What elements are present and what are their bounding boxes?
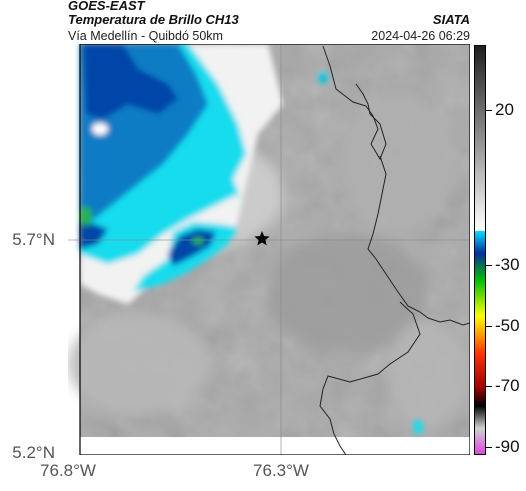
region-label: Vía Medellín - Quibdó 50km xyxy=(68,29,223,43)
colorbar-label-minus30: -30 xyxy=(495,255,520,274)
colorbar-tick xyxy=(486,447,492,448)
map-frame xyxy=(79,44,470,455)
product-title: Temperatura de Brillo CH13 xyxy=(68,12,239,27)
colorbar-tick xyxy=(486,326,492,327)
colorbar-label-minus50: -50 xyxy=(495,316,520,335)
lon-label-76.3: 76.3°W xyxy=(253,461,309,480)
star-icon xyxy=(254,231,270,246)
satellite-name: GOES-EAST xyxy=(68,0,145,13)
coastline xyxy=(319,45,470,455)
graticule xyxy=(68,44,470,455)
colorbar xyxy=(474,45,486,455)
no-data-strip-bottom xyxy=(68,437,470,455)
no-data-strip xyxy=(68,44,80,455)
timestamp-label: 2024-04-26 06:29 xyxy=(371,29,470,43)
colorbar-label-minus70: -70 xyxy=(495,376,520,395)
lat-label-5.2: 5.2°N xyxy=(12,443,55,462)
colorbar-label-minus90: -90 xyxy=(495,437,520,456)
cold-cloud-region xyxy=(80,44,423,434)
lat-label-5.7: 5.7°N xyxy=(12,230,55,249)
lon-label-76.8: 76.8°W xyxy=(40,461,96,480)
colorbar-label-20: 20 xyxy=(495,100,514,119)
organization-label: SIATA xyxy=(432,12,470,27)
colorbar-tick xyxy=(486,386,492,387)
colorbar-tick xyxy=(486,110,492,111)
brightness-temperature-map xyxy=(68,44,470,455)
colorbar-tick xyxy=(486,265,492,266)
